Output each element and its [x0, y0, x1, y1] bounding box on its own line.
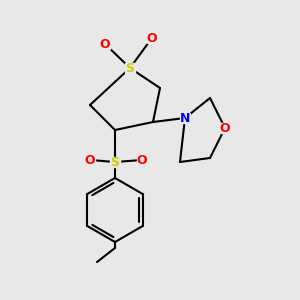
Text: S: S [110, 155, 119, 169]
Text: O: O [137, 154, 147, 166]
Bar [85, 155, 95, 165]
Text: O: O [220, 122, 230, 134]
Bar [125, 63, 135, 73]
Bar [100, 39, 110, 49]
Bar [180, 113, 190, 123]
Text: S: S [125, 61, 134, 74]
Text: O: O [100, 38, 110, 50]
Bar [220, 123, 230, 133]
Text: O: O [85, 154, 95, 166]
Bar [137, 155, 147, 165]
Bar [110, 157, 120, 167]
Text: O: O [147, 32, 157, 44]
Bar [147, 33, 157, 43]
Text: N: N [180, 112, 190, 124]
